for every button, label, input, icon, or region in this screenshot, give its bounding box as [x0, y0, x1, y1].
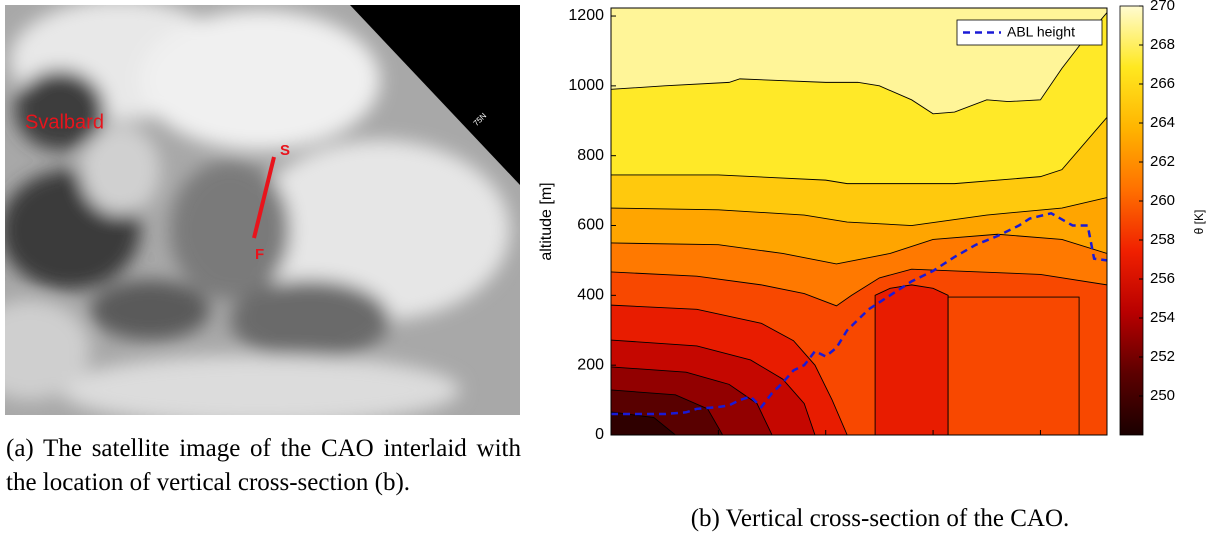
- colorbar-tick-label: 264: [1150, 114, 1175, 131]
- colorbar-tick-label: 266: [1150, 75, 1175, 92]
- contour-line: [874, 284, 949, 435]
- legend-label: ABL height: [1007, 24, 1075, 40]
- colorbar-label: θ [K]: [1192, 210, 1206, 235]
- y-tick-label: 600: [577, 217, 604, 234]
- contour-line: [611, 12, 1107, 115]
- start-label: S: [599, 439, 612, 440]
- contour-band: [611, 411, 676, 435]
- plot-frame: [610, 7, 1108, 436]
- caption-b: (b) Vertical cross-section of the CAO.: [690, 505, 1070, 532]
- y-tick-label: 400: [577, 287, 604, 304]
- satellite-image: [5, 5, 520, 415]
- colorbar-tick-label: 270: [1150, 0, 1175, 14]
- contour-line: [611, 116, 1107, 185]
- y-tick-label: 200: [577, 356, 604, 373]
- contour-line: [611, 366, 773, 435]
- colorbar-tick-label: 258: [1150, 231, 1175, 248]
- colorbar-tick-label: 250: [1150, 387, 1175, 404]
- colorbar-tick-label: 252: [1150, 348, 1175, 365]
- caption-a: (a) The satellite image of the CAO inter…: [6, 435, 521, 496]
- y-tick-label: 800: [577, 147, 604, 164]
- contour-line: [611, 304, 848, 435]
- start-label: S: [280, 142, 290, 159]
- contour-line: [947, 296, 1080, 435]
- contour-band: [948, 297, 1080, 435]
- colorbar: [1119, 5, 1144, 436]
- end-label: F: [255, 246, 264, 263]
- abl-line: [611, 211, 1107, 416]
- plot-area: [611, 8, 1107, 435]
- contour-line: [611, 233, 1107, 265]
- figure: Svalbard S F 75N 05010015020002004006008…: [5, 0, 1206, 440]
- y-axis-label: altitude [m]: [538, 182, 555, 260]
- colorbar-tick-label: 256: [1150, 270, 1175, 287]
- y-tick-label: 0: [595, 426, 604, 440]
- island-label: Svalbard: [25, 111, 104, 133]
- contour-line: [611, 197, 1107, 226]
- colorbar-tick-label: 262: [1150, 153, 1175, 170]
- colorbar-tick-label: 254: [1150, 309, 1175, 326]
- contour-line: [611, 339, 816, 435]
- contour-band: [875, 284, 949, 435]
- end-label: F: [1097, 437, 1109, 440]
- colorbar-tick-label: 260: [1150, 192, 1175, 209]
- plot-overlay: 050100150200020040060080010001200SFdownw…: [538, 0, 1206, 440]
- colorbar-tick-label: 268: [1150, 36, 1175, 53]
- contour-line: [611, 389, 724, 435]
- y-tick-label: 1000: [568, 77, 604, 94]
- y-tick-label: 1200: [568, 7, 604, 24]
- contour-line: [611, 268, 1107, 307]
